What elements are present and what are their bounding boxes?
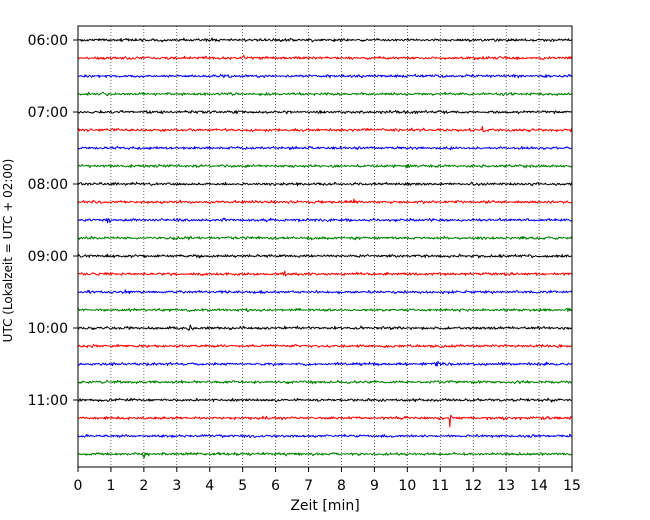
trace-line [77, 163, 573, 169]
trace-line [77, 91, 573, 97]
plot-frame [77, 25, 573, 468]
y-tick-label: 11:00 [28, 393, 68, 409]
trace-line [77, 217, 573, 224]
y-tick-label: 10:00 [28, 321, 68, 337]
trace-line [77, 343, 573, 349]
trace-line [77, 125, 573, 133]
y-axis-ticks: 06:00 07:00 08:00 09:00 10:00 11:00 [28, 33, 78, 409]
x-tick-label: 2 [139, 478, 148, 494]
x-tick-label: 4 [205, 478, 214, 494]
trace-line [77, 37, 573, 43]
trace-line [77, 73, 573, 79]
trace-line [77, 235, 573, 241]
trace-line [77, 181, 573, 187]
trace-line [77, 109, 573, 115]
trace-line [77, 253, 573, 259]
trace-line [77, 360, 573, 367]
grid-layer [77, 26, 573, 467]
y-tick-label: 07:00 [28, 105, 68, 121]
trace-line [78, 379, 573, 385]
trace-line [77, 198, 573, 205]
trace-line [77, 324, 573, 331]
trace-line [77, 145, 573, 151]
x-axis-title: Zeit [min] [290, 498, 359, 514]
y-tick-label: 06:00 [28, 33, 68, 49]
x-tick-label: 6 [271, 478, 280, 494]
x-tick-label: 15 [563, 478, 581, 494]
x-tick-label: 7 [304, 478, 313, 494]
x-tick-label: 3 [172, 478, 181, 494]
x-axis-ticks: 0 1 2 3 4 5 6 7 8 9 10 11 12 13 14 15 [74, 467, 581, 494]
trace-layer [77, 37, 573, 459]
y-tick-label: 08:00 [28, 177, 68, 193]
x-tick-label: 12 [464, 478, 482, 494]
trace-line [77, 54, 573, 61]
x-tick-label: 0 [74, 478, 83, 494]
x-tick-label: 5 [238, 478, 247, 494]
x-tick-label: 8 [337, 478, 346, 494]
x-tick-label: 14 [530, 478, 548, 494]
x-tick-label: 9 [370, 478, 379, 494]
trace-line [77, 270, 573, 277]
y-axis-title: UTC (Lokalzeit = UTC + 02:00) [1, 159, 15, 343]
trace-line [77, 451, 572, 459]
y-tick-label: 09:00 [28, 249, 68, 265]
trace-line [77, 397, 573, 403]
trace-line [77, 414, 573, 428]
x-tick-label: 1 [106, 478, 115, 494]
x-tick-label: 10 [398, 478, 416, 494]
x-tick-label: 13 [497, 478, 515, 494]
trace-line [77, 433, 573, 439]
trace-line [77, 289, 573, 295]
x-tick-label: 11 [431, 478, 449, 494]
trace-line [77, 307, 573, 313]
